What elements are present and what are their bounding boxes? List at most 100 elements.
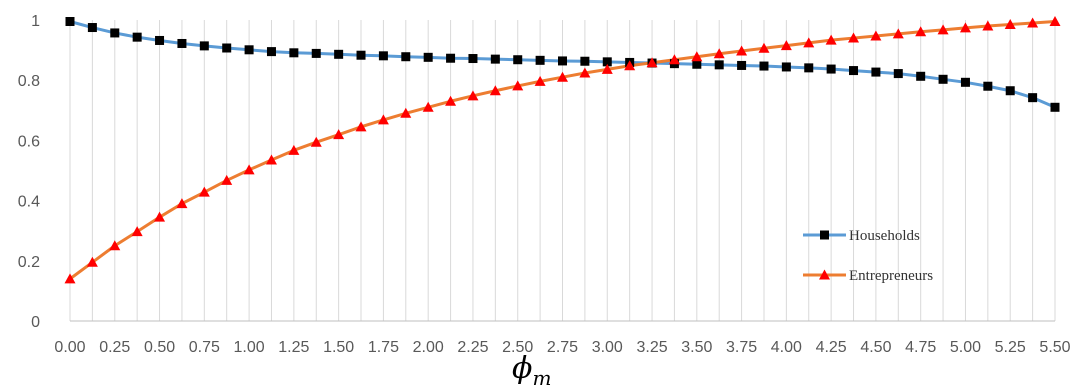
data-point-households: [535, 55, 545, 65]
y-tick-label: 0.4: [18, 194, 40, 211]
data-point-households: [513, 55, 523, 65]
data-point-entrepreneurs: [1027, 17, 1039, 28]
data-point-households: [401, 52, 411, 62]
data-point-entrepreneurs: [736, 45, 748, 56]
data-point-entrepreneurs: [221, 174, 233, 185]
data-point-households: [826, 64, 836, 74]
x-tick-label: 4.75: [905, 339, 936, 356]
x-tick-label: 4.50: [860, 339, 891, 356]
data-point-households: [468, 54, 478, 64]
data-point-entrepreneurs: [377, 114, 389, 125]
data-point-households: [1005, 86, 1015, 96]
data-point-entrepreneurs: [579, 67, 591, 78]
y-tick-label: 0.8: [18, 73, 40, 90]
data-point-entrepreneurs: [243, 164, 255, 175]
data-point-households: [893, 69, 903, 79]
data-point-households: [87, 23, 97, 33]
legend-label-households: Households: [849, 228, 920, 244]
data-point-entrepreneurs: [86, 256, 98, 267]
x-tick-label: 3.75: [726, 339, 757, 356]
axis-labels: ϕm: [512, 351, 551, 390]
x-tick-label: 5.00: [950, 339, 981, 356]
data-point-households: [849, 66, 859, 76]
data-point-households: [199, 41, 209, 51]
data-point-entrepreneurs: [154, 211, 166, 222]
data-point-households: [446, 53, 456, 63]
y-tick-label: 0.2: [18, 254, 40, 271]
x-tick-label: 2.25: [457, 339, 488, 356]
data-point-entrepreneurs: [668, 54, 680, 65]
data-point-entrepreneurs: [310, 136, 322, 147]
x-tick-label: 0.00: [54, 339, 85, 356]
data-point-entrepreneurs: [109, 240, 121, 251]
y-tick-label: 1: [31, 13, 40, 30]
data-point-entrepreneurs: [445, 95, 457, 106]
data-point-entrepreneurs: [422, 101, 434, 112]
data-point-entrepreneurs: [1049, 16, 1061, 27]
data-point-households: [132, 32, 142, 42]
data-point-entrepreneurs: [959, 22, 971, 33]
data-point-entrepreneurs: [1004, 19, 1016, 30]
data-point-entrepreneurs: [198, 186, 210, 197]
data-point-entrepreneurs: [892, 28, 904, 39]
data-point-households: [356, 50, 366, 60]
data-point-entrepreneurs: [982, 20, 994, 31]
data-point-entrepreneurs: [601, 63, 613, 74]
x-tick-label: 1.25: [278, 339, 309, 356]
data-point-entrepreneurs: [915, 26, 927, 37]
data-point-entrepreneurs: [825, 34, 837, 45]
data-point-households: [155, 35, 165, 45]
data-point-entrepreneurs: [64, 273, 76, 284]
data-point-households: [558, 56, 567, 66]
data-point-entrepreneurs: [937, 24, 949, 35]
x-tick-label: 2.50: [502, 339, 533, 356]
data-point-households: [938, 74, 948, 84]
data-point-households: [960, 77, 970, 87]
x-tick-label: 3.50: [681, 339, 712, 356]
data-point-households: [737, 60, 747, 70]
x-tick-label: 0.75: [189, 339, 220, 356]
x-tick-label: 1.75: [368, 339, 399, 356]
data-point-households: [311, 48, 321, 58]
gridlines: [69, 20, 1056, 321]
data-point-entrepreneurs: [512, 80, 524, 91]
x-axis-title-main: ϕ: [512, 351, 532, 385]
data-point-households: [692, 59, 702, 69]
data-point-households: [266, 47, 276, 57]
legend-marker-entrepreneurs: [819, 269, 830, 280]
x-tick-label: 5.25: [995, 339, 1026, 356]
x-tick-label: 4.00: [771, 339, 802, 356]
x-axis-title: ϕm: [512, 351, 551, 385]
data-point-entrepreneurs: [557, 71, 568, 82]
data-point-households: [1028, 93, 1038, 103]
data-point-households: [222, 43, 232, 53]
data-point-entrepreneurs: [265, 154, 277, 165]
x-tick-label: 4.25: [816, 339, 847, 356]
data-point-entrepreneurs: [848, 32, 860, 43]
data-point-entrepreneurs: [870, 30, 882, 41]
data-point-entrepreneurs: [355, 121, 367, 132]
data-point-households: [244, 45, 254, 55]
data-point-entrepreneurs: [646, 57, 658, 68]
data-point-entrepreneurs: [131, 226, 143, 237]
data-point-households: [871, 67, 881, 77]
x-tick-label: 0.50: [144, 339, 175, 356]
data-point-households: [916, 71, 926, 81]
data-point-households: [490, 54, 500, 64]
data-point-entrepreneurs: [624, 60, 636, 71]
data-point-entrepreneurs: [780, 40, 792, 51]
data-point-entrepreneurs: [333, 129, 345, 140]
data-point-households: [110, 28, 120, 38]
data-point-households: [759, 61, 769, 71]
x-axis-title-subscript: m: [532, 366, 551, 385]
data-point-households: [983, 81, 993, 91]
data-point-households: [804, 63, 814, 73]
data-point-households: [378, 51, 388, 61]
data-point-entrepreneurs: [288, 144, 300, 155]
y-tick-label: 0: [31, 314, 40, 331]
y-tick-label: 0.6: [18, 133, 40, 150]
data-point-households: [423, 52, 433, 62]
x-tick-label: 5.50: [1039, 339, 1070, 356]
x-tick-label: 2.00: [413, 339, 444, 356]
